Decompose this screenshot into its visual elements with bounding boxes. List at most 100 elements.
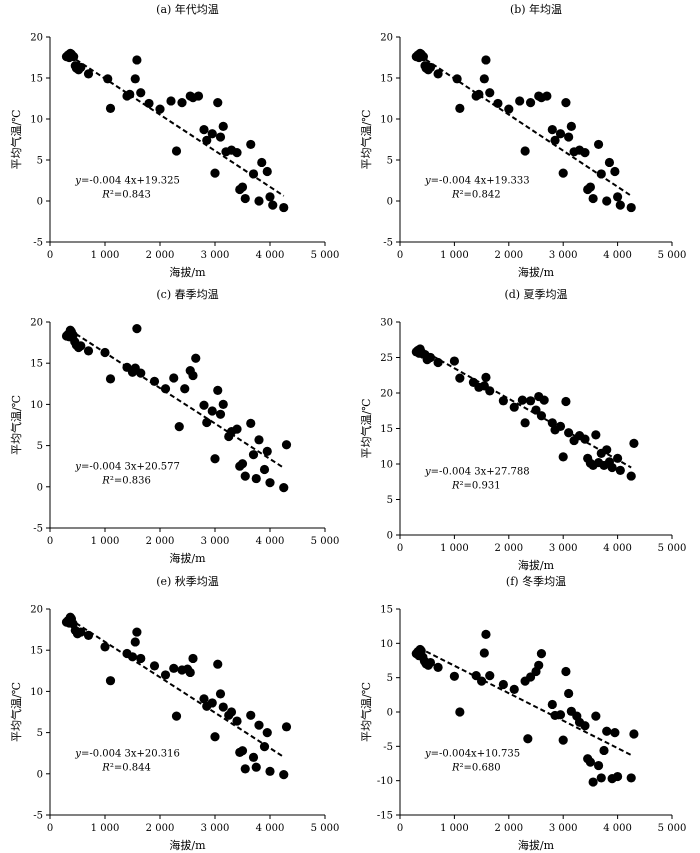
regression-equation: y=-0.004 3x+20.577 bbox=[74, 461, 180, 472]
data-point bbox=[520, 418, 530, 428]
data-point bbox=[558, 735, 568, 745]
data-point bbox=[265, 478, 275, 488]
data-point bbox=[130, 74, 140, 84]
x-tick-label: 0 bbox=[397, 250, 403, 261]
chart-panel-6: (f) 冬季均温 0 1 000 2 000 3 000 4 000 5 000 -15 -10… bbox=[359, 574, 686, 852]
x-tick-label: 0 bbox=[47, 823, 53, 834]
chart-title: (c) 春季均温 bbox=[156, 288, 218, 301]
data-point bbox=[418, 52, 428, 62]
axes bbox=[49, 322, 325, 529]
data-point bbox=[558, 452, 568, 462]
data-point bbox=[591, 711, 601, 721]
data-point bbox=[132, 323, 142, 334]
data-point bbox=[232, 148, 242, 158]
data-point bbox=[199, 694, 209, 704]
x-tick-label: 4 000 bbox=[603, 543, 632, 554]
data-point bbox=[237, 746, 248, 756]
data-point bbox=[248, 450, 259, 460]
x-tick-label: 2 000 bbox=[494, 250, 523, 261]
y-tick-label: -5 bbox=[33, 524, 43, 535]
y-tick-label: 5 bbox=[37, 441, 43, 452]
data-point bbox=[509, 402, 519, 412]
data-point bbox=[517, 395, 528, 405]
x-axis-label: 海拔/m bbox=[169, 265, 206, 279]
data-point bbox=[504, 104, 514, 114]
data-point bbox=[279, 483, 289, 493]
y-tick-label: 15 bbox=[380, 424, 393, 435]
x-tick-label: 4 000 bbox=[256, 536, 285, 547]
data-point bbox=[433, 662, 443, 672]
y-tick-label: -15 bbox=[377, 811, 393, 822]
data-point bbox=[593, 139, 604, 150]
data-point bbox=[629, 438, 639, 449]
data-point bbox=[610, 166, 620, 177]
x-tick-label: 0 bbox=[47, 250, 53, 261]
data-point bbox=[615, 200, 625, 210]
r-squared-label: R²=0.931 bbox=[451, 480, 501, 491]
data-point bbox=[610, 728, 620, 738]
data-point bbox=[83, 346, 94, 356]
x-tick-label: 2 000 bbox=[146, 536, 175, 547]
data-point bbox=[237, 182, 248, 192]
y-axis-label: 平均气温/℃ bbox=[9, 682, 23, 742]
data-point bbox=[210, 168, 220, 178]
data-point bbox=[602, 196, 612, 206]
data-point bbox=[539, 395, 549, 405]
x-tick-label: 5 000 bbox=[658, 823, 687, 834]
data-point bbox=[248, 752, 259, 762]
y-axis-label: 平均气温/℃ bbox=[9, 109, 23, 169]
r-squared-label: R²=0.844 bbox=[101, 762, 151, 773]
data-point bbox=[246, 418, 256, 428]
data-point bbox=[279, 770, 289, 780]
axes bbox=[49, 37, 325, 243]
x-tick-label: 5 000 bbox=[311, 536, 340, 547]
data-point bbox=[520, 146, 530, 156]
x-tick-label: 3 000 bbox=[549, 823, 578, 834]
data-point bbox=[251, 473, 261, 484]
x-tick-label: 3 000 bbox=[201, 250, 230, 261]
y-tick-label: 10 bbox=[30, 687, 43, 698]
data-point bbox=[226, 707, 237, 717]
data-point bbox=[629, 729, 639, 739]
y-tick-label: 15 bbox=[30, 359, 43, 370]
data-point bbox=[613, 192, 623, 202]
data-point bbox=[193, 91, 204, 101]
data-point bbox=[199, 400, 209, 410]
x-tick-label: 1 000 bbox=[91, 823, 120, 834]
regression-equation: y=-0.004 3x+27.788 bbox=[424, 466, 530, 477]
data-point bbox=[547, 125, 557, 135]
y-tick-label: 5 bbox=[37, 728, 43, 739]
data-point bbox=[105, 103, 116, 113]
data-point bbox=[580, 721, 590, 731]
data-point bbox=[199, 125, 209, 135]
data-point bbox=[561, 666, 571, 677]
x-tick-label: 1 000 bbox=[91, 250, 120, 261]
data-point bbox=[262, 166, 272, 177]
data-point bbox=[218, 399, 228, 409]
trend-line bbox=[68, 328, 285, 469]
y-tick-label: 0 bbox=[37, 482, 43, 493]
data-point bbox=[136, 88, 146, 98]
data-point bbox=[566, 121, 576, 131]
data-point bbox=[240, 764, 250, 774]
trend-line bbox=[68, 54, 285, 197]
data-point bbox=[171, 711, 182, 721]
data-point bbox=[268, 200, 278, 210]
data-point bbox=[613, 453, 623, 463]
r-squared-label: R²=0.836 bbox=[101, 475, 151, 486]
x-tick-label: 0 bbox=[397, 543, 403, 554]
x-axis-label: 海拔/m bbox=[518, 838, 555, 852]
data-point bbox=[210, 732, 220, 742]
data-point bbox=[479, 648, 489, 658]
data-point bbox=[481, 372, 491, 382]
data-point bbox=[76, 341, 86, 351]
y-axis-label: 平均气温/℃ bbox=[359, 109, 373, 169]
data-point bbox=[132, 627, 142, 637]
data-point bbox=[136, 653, 146, 664]
x-tick-label: 4 000 bbox=[256, 250, 285, 261]
data-point bbox=[207, 698, 217, 708]
data-point bbox=[561, 98, 571, 108]
data-point bbox=[171, 146, 182, 156]
data-point bbox=[240, 193, 250, 204]
data-point bbox=[515, 96, 525, 106]
